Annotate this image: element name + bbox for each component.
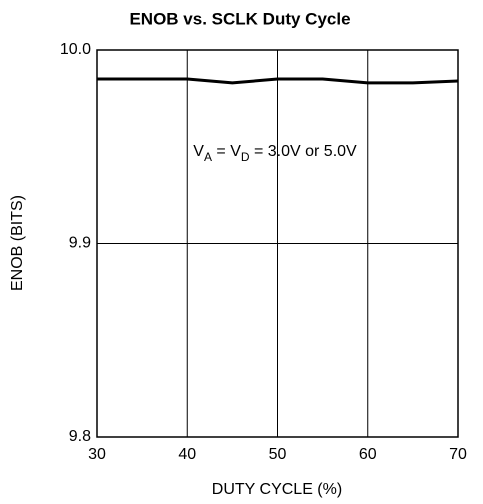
- y-tick-label: 9.8: [69, 428, 91, 445]
- annotation-part: = 3.0V or 5.0V: [250, 143, 358, 160]
- y-tick-label: 10.0: [60, 41, 91, 58]
- annotation: VA = VD = 3.0V or 5.0V: [193, 143, 357, 164]
- x-tick-label: 40: [178, 446, 196, 463]
- annotation-part: A: [204, 150, 212, 164]
- y-axis-label: ENOB (BITS): [9, 195, 26, 291]
- y-tick-label: 9.9: [69, 235, 91, 252]
- annotation-part: = V: [212, 143, 241, 160]
- annotation-part: D: [241, 150, 250, 164]
- x-tick-label: 60: [359, 446, 377, 463]
- annotation-part: V: [193, 143, 204, 160]
- x-tick-label: 30: [88, 446, 106, 463]
- x-tick-label: 70: [449, 446, 467, 463]
- x-tick-label: 50: [269, 446, 287, 463]
- data-line: [97, 77, 459, 85]
- x-axis-label: DUTY CYCLE (%): [212, 481, 342, 498]
- chart-title: ENOB vs. SCLK Duty Cycle: [129, 9, 350, 28]
